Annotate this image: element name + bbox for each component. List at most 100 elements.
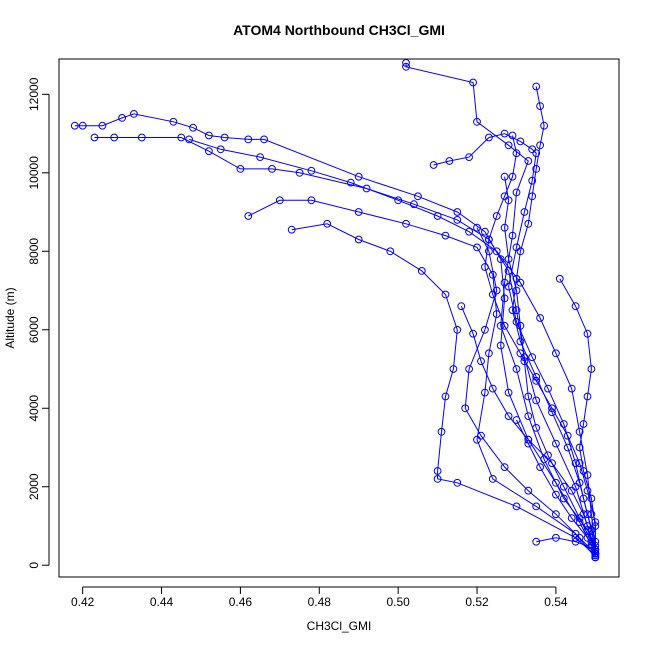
data-point bbox=[552, 478, 560, 487]
data-point bbox=[110, 133, 119, 142]
data-point bbox=[500, 321, 509, 330]
data-point bbox=[473, 435, 481, 444]
data-point bbox=[307, 166, 316, 175]
data-point bbox=[481, 388, 489, 397]
y-tick-label: 2000 bbox=[27, 473, 41, 500]
plot-area-frame bbox=[58, 58, 620, 578]
x-tick-label: 0.52 bbox=[465, 595, 489, 609]
data-point bbox=[567, 514, 576, 522]
data-point bbox=[481, 227, 489, 236]
data-point bbox=[386, 247, 395, 256]
data-point bbox=[453, 478, 462, 487]
data-point bbox=[516, 247, 525, 256]
data-point bbox=[433, 475, 442, 483]
series-line bbox=[460, 306, 596, 554]
data-point bbox=[532, 82, 541, 91]
data-point bbox=[118, 114, 126, 122]
data-point bbox=[473, 223, 481, 232]
data-point bbox=[528, 192, 537, 201]
data-point bbox=[532, 537, 541, 546]
x-tick-label: 0.44 bbox=[150, 595, 174, 609]
series-layer bbox=[70, 59, 600, 562]
data-point bbox=[485, 349, 493, 358]
data-point bbox=[189, 123, 198, 132]
x-tick-label: 0.54 bbox=[544, 595, 568, 609]
data-point bbox=[528, 353, 537, 362]
data-point bbox=[260, 135, 269, 144]
data-point bbox=[394, 196, 403, 205]
data-point bbox=[169, 117, 178, 126]
data-point bbox=[516, 321, 525, 330]
data-point bbox=[504, 196, 513, 205]
data-point bbox=[552, 533, 560, 542]
data-point bbox=[429, 161, 438, 169]
data-point bbox=[453, 216, 462, 224]
data-point bbox=[465, 153, 474, 162]
series-5 bbox=[287, 219, 600, 560]
series-line bbox=[94, 137, 596, 554]
y-tick-label: 0 bbox=[27, 562, 41, 569]
data-point bbox=[488, 290, 497, 299]
chart-title: ATOM4 Northbound CH3Cl_GMI bbox=[233, 22, 445, 38]
data-point bbox=[500, 278, 509, 287]
data-point bbox=[354, 208, 363, 216]
data-point bbox=[575, 443, 584, 452]
data-point bbox=[354, 172, 363, 181]
data-point bbox=[485, 133, 493, 142]
data-point bbox=[575, 478, 584, 487]
data-point bbox=[571, 302, 580, 311]
series-8 bbox=[185, 135, 600, 554]
data-point bbox=[512, 149, 521, 158]
data-point bbox=[524, 486, 533, 495]
data-point bbox=[524, 392, 533, 401]
data-point bbox=[532, 149, 541, 158]
data-point bbox=[579, 467, 588, 475]
data-point bbox=[433, 212, 442, 220]
data-point bbox=[563, 431, 572, 440]
data-point bbox=[575, 533, 584, 542]
series-line bbox=[504, 176, 596, 556]
data-point bbox=[346, 178, 355, 187]
series-13 bbox=[457, 302, 600, 558]
data-point bbox=[449, 365, 458, 373]
data-point bbox=[481, 325, 489, 334]
data-point bbox=[532, 424, 541, 432]
data-point bbox=[512, 306, 521, 315]
series-line bbox=[559, 278, 596, 550]
data-point bbox=[78, 121, 87, 130]
data-point bbox=[575, 427, 584, 436]
data-point bbox=[567, 384, 576, 393]
data-point bbox=[500, 223, 509, 232]
data-point bbox=[477, 357, 485, 366]
data-point bbox=[520, 208, 529, 216]
data-point bbox=[205, 131, 213, 140]
x-tick-label: 0.46 bbox=[229, 595, 253, 609]
data-point bbox=[524, 157, 533, 165]
data-point bbox=[516, 278, 525, 287]
data-point bbox=[485, 235, 493, 244]
data-point bbox=[437, 427, 446, 436]
data-point bbox=[492, 247, 501, 256]
series-line bbox=[484, 135, 596, 546]
data-point bbox=[512, 243, 521, 252]
data-point bbox=[402, 62, 410, 71]
data-point bbox=[512, 188, 521, 197]
data-point bbox=[295, 168, 304, 177]
data-point bbox=[587, 494, 596, 503]
y-tick-label: 6000 bbox=[27, 316, 41, 343]
data-point bbox=[98, 121, 107, 130]
data-point bbox=[307, 196, 316, 205]
data-point bbox=[552, 349, 560, 358]
data-point bbox=[469, 329, 478, 338]
data-point bbox=[540, 121, 548, 130]
data-point bbox=[571, 529, 580, 538]
data-point bbox=[465, 365, 474, 373]
data-point bbox=[504, 255, 513, 264]
data-point bbox=[591, 541, 600, 550]
data-point bbox=[461, 404, 470, 413]
data-point bbox=[402, 219, 410, 228]
data-point bbox=[268, 165, 276, 173]
series-7 bbox=[508, 82, 600, 562]
data-point bbox=[130, 110, 138, 118]
